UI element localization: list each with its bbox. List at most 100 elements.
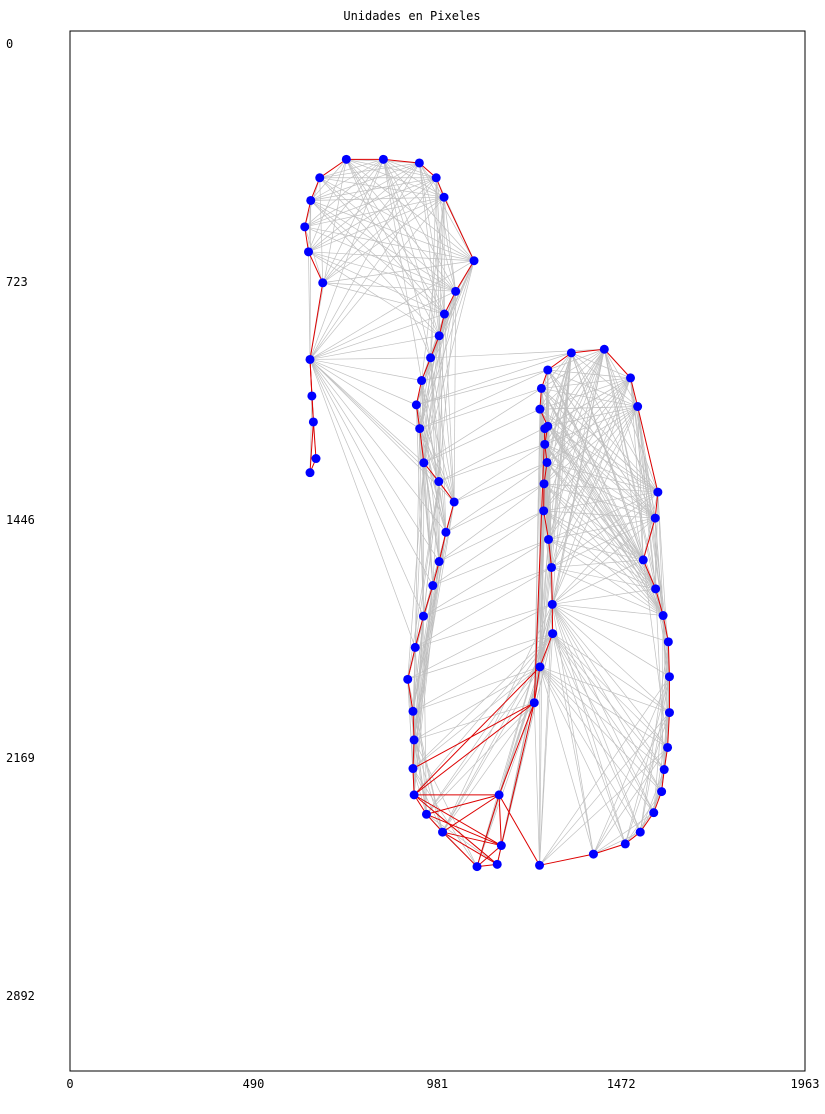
candidate-edge <box>551 377 631 568</box>
candidate-edge <box>319 177 456 292</box>
candidate-edge <box>552 633 655 813</box>
candidate-edge <box>421 313 445 381</box>
candidate-edge <box>593 712 670 855</box>
candidate-edge <box>308 159 384 253</box>
candidate-edge <box>412 633 553 769</box>
candidate-edge <box>415 567 552 648</box>
candidate-edge <box>309 359 434 586</box>
data-point <box>536 383 546 393</box>
candidate-edge <box>642 559 668 748</box>
candidate-edge <box>551 352 572 605</box>
candidate-edge <box>346 159 475 261</box>
candidate-edge <box>419 162 475 261</box>
data-point <box>588 849 598 859</box>
candidate-edge <box>418 162 440 336</box>
candidate-edge <box>593 812 654 855</box>
candidate-edge <box>438 481 447 533</box>
path-edge <box>426 813 502 847</box>
candidate-edge <box>552 633 662 792</box>
candidate-edge <box>413 739 443 833</box>
candidate-edge <box>413 633 553 796</box>
candidate-edge <box>383 159 475 261</box>
candidate-edge <box>430 348 605 359</box>
candidate-edge <box>309 335 440 360</box>
path-edge <box>412 702 535 769</box>
data-point <box>633 402 643 412</box>
candidate-edge <box>322 159 384 283</box>
candidate-edge <box>423 567 552 617</box>
path-edge <box>539 853 594 866</box>
candidate-edge <box>413 702 535 741</box>
candidate-edge <box>319 177 445 315</box>
candidate-edge <box>308 159 347 252</box>
data-point <box>449 497 459 507</box>
candidate-edge <box>547 352 572 427</box>
candidate-edge <box>309 196 445 360</box>
candidate-edge <box>414 481 440 648</box>
candidate-edge <box>416 404 455 503</box>
candidate-edge <box>322 177 437 284</box>
candidate-edge <box>346 159 456 292</box>
y-axis-ticks: 0 723 1446 2169 2892 <box>6 37 35 1003</box>
candidate-edge <box>541 388 664 616</box>
data-point <box>409 790 419 800</box>
candidate-edge <box>438 425 548 482</box>
candidate-edge <box>322 196 445 284</box>
candidate-edge <box>543 349 605 511</box>
candidate-edge <box>539 666 655 813</box>
path-edge <box>476 794 500 867</box>
candidate-edge <box>603 349 659 493</box>
candidate-edge <box>533 349 605 703</box>
data-point <box>496 841 506 851</box>
candidate-edge <box>414 462 425 648</box>
data-point <box>305 468 315 478</box>
path-edge <box>383 158 420 164</box>
candidate-edge <box>430 357 455 503</box>
path-edge <box>637 406 659 493</box>
candidate-edge <box>413 739 478 867</box>
candidate-edge <box>304 226 475 262</box>
candidate-edge <box>438 444 545 482</box>
data-point <box>415 424 425 434</box>
candidate-edge <box>551 559 644 568</box>
candidate-edge <box>430 197 445 358</box>
candidate-edge <box>547 426 664 616</box>
candidate-edge <box>552 604 670 678</box>
path-edge <box>309 359 314 423</box>
candidate-edge <box>412 768 443 833</box>
candidate-edge <box>539 539 549 667</box>
candidate-edge <box>413 666 541 741</box>
candidate-edge <box>654 518 664 616</box>
candidate-edge <box>310 200 475 262</box>
candidate-edge <box>539 369 549 667</box>
data-point <box>410 642 420 652</box>
candidate-edge <box>423 462 434 586</box>
candidate-edge <box>548 539 664 616</box>
data-point <box>535 662 545 672</box>
candidate-edge <box>309 162 420 360</box>
candidate-edge <box>439 510 544 562</box>
candidate-edge <box>310 200 440 337</box>
candidate-edge <box>407 462 425 680</box>
data-point <box>657 787 667 797</box>
candidate-edge <box>541 352 572 389</box>
data-point <box>418 611 428 621</box>
path-edge <box>319 158 347 179</box>
x-tick-label: 1472 <box>607 1077 636 1091</box>
data-point <box>409 735 419 745</box>
candidate-edge <box>476 633 553 867</box>
candidate-edge <box>547 369 659 493</box>
candidate-edge <box>438 483 545 562</box>
candidate-edge <box>309 359 416 648</box>
candidate-edge <box>551 517 656 568</box>
candidate-edge <box>551 604 662 792</box>
candidate-edge <box>383 159 422 381</box>
candidate-edge <box>533 702 540 866</box>
candidate-edge <box>539 676 670 866</box>
candidate-edge <box>419 162 445 198</box>
candidate-edge <box>432 510 544 586</box>
data-point <box>439 309 449 319</box>
candidate-edge <box>304 162 420 228</box>
candidate-edge <box>412 633 553 712</box>
candidate-edge <box>432 481 440 586</box>
